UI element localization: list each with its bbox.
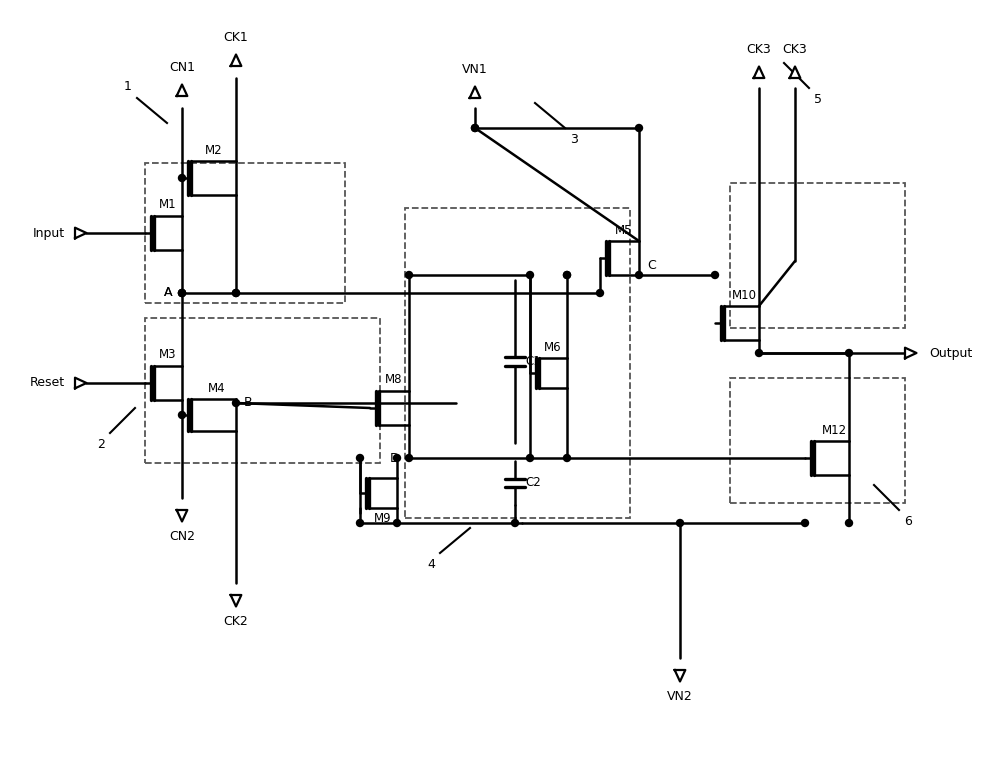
Polygon shape: [75, 377, 86, 388]
Text: CK3: CK3: [783, 43, 807, 56]
Text: CK2: CK2: [224, 615, 248, 628]
Circle shape: [356, 455, 364, 462]
Circle shape: [845, 519, 852, 527]
Text: CN2: CN2: [169, 530, 195, 543]
Circle shape: [232, 399, 240, 406]
Text: M5: M5: [615, 224, 633, 236]
Bar: [405, 208, 630, 518]
Polygon shape: [75, 227, 86, 238]
Circle shape: [526, 455, 534, 462]
Polygon shape: [754, 67, 764, 78]
Text: 1: 1: [124, 80, 132, 93]
Circle shape: [596, 290, 604, 296]
Text: CK3: CK3: [747, 43, 771, 56]
Bar: [145, 318, 380, 463]
Circle shape: [472, 124, 479, 131]
Circle shape: [564, 271, 570, 278]
Text: M2: M2: [205, 143, 222, 156]
Circle shape: [472, 124, 479, 131]
Polygon shape: [177, 510, 187, 522]
Circle shape: [232, 290, 240, 296]
Polygon shape: [231, 595, 241, 606]
Polygon shape: [231, 55, 241, 66]
Text: VN1: VN1: [462, 63, 488, 76]
Circle shape: [636, 271, 642, 278]
Text: VN2: VN2: [667, 690, 693, 703]
Circle shape: [178, 412, 186, 418]
Bar: [145, 163, 345, 303]
Text: M12: M12: [822, 424, 847, 437]
Polygon shape: [470, 86, 480, 98]
Circle shape: [178, 290, 186, 296]
Circle shape: [802, 519, 808, 527]
Text: M6: M6: [544, 341, 562, 354]
Text: A: A: [164, 287, 172, 299]
Text: M9: M9: [374, 512, 392, 525]
Circle shape: [356, 519, 364, 527]
Circle shape: [178, 290, 186, 296]
Text: M1: M1: [159, 199, 177, 211]
Text: B: B: [244, 396, 253, 409]
Text: A: A: [164, 287, 172, 299]
Circle shape: [232, 290, 240, 296]
Circle shape: [406, 271, 413, 278]
Circle shape: [178, 174, 186, 181]
Text: D: D: [389, 452, 399, 465]
Text: 5: 5: [814, 93, 822, 106]
Text: Output: Output: [929, 346, 972, 359]
Bar: [730, 378, 905, 503]
Circle shape: [564, 455, 570, 462]
Polygon shape: [790, 67, 800, 78]
Circle shape: [393, 519, 400, 527]
Text: 4: 4: [427, 558, 435, 571]
Text: Reset: Reset: [30, 377, 65, 390]
Bar: [730, 183, 905, 328]
Text: 3: 3: [570, 133, 578, 146]
Text: M10: M10: [732, 289, 757, 302]
Circle shape: [393, 455, 400, 462]
Polygon shape: [905, 348, 916, 359]
Circle shape: [564, 271, 570, 278]
Text: M3: M3: [159, 349, 177, 362]
Circle shape: [406, 455, 413, 462]
Circle shape: [526, 271, 534, 278]
Text: CN1: CN1: [169, 61, 195, 74]
Circle shape: [845, 349, 852, 356]
Text: M4: M4: [208, 382, 225, 395]
Polygon shape: [177, 85, 187, 96]
Text: M8: M8: [385, 374, 403, 387]
Polygon shape: [675, 670, 685, 681]
Circle shape: [676, 519, 684, 527]
Circle shape: [756, 349, 762, 356]
Text: C2: C2: [525, 477, 541, 490]
Text: CK1: CK1: [224, 31, 248, 44]
Text: C: C: [647, 259, 656, 272]
Text: 2: 2: [97, 438, 105, 451]
Circle shape: [178, 290, 186, 296]
Text: 6: 6: [904, 515, 912, 528]
Circle shape: [712, 271, 718, 278]
Circle shape: [636, 124, 642, 131]
Circle shape: [512, 519, 518, 527]
Text: Input: Input: [33, 227, 65, 240]
Text: C1: C1: [525, 355, 541, 368]
